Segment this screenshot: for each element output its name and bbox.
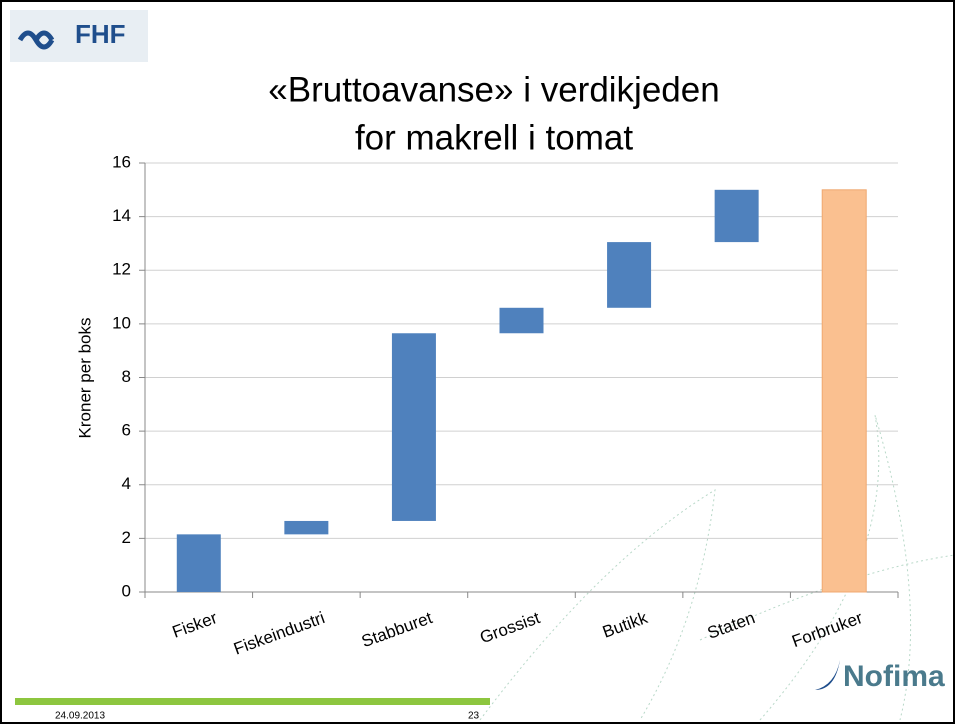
logo-waves [17,30,55,50]
fhf-logo: FHF [10,10,148,62]
footer-bar [15,698,490,705]
y-tick-label: 14 [112,206,131,225]
nofima-logo: Nofima [843,660,945,693]
bar [176,534,221,592]
bar [499,307,544,334]
logo-text: FHF [75,19,126,49]
y-tick-label: 8 [122,367,131,386]
bar [714,189,759,243]
y-tick-label: 0 [122,581,131,600]
footer-page: 23 [468,711,480,722]
y-tick-label: 2 [122,528,131,547]
chart-title: «Bruttoavanse» i verdikjeden [268,70,719,109]
decor-curve [699,554,955,641]
decor [479,414,955,721]
bar [607,242,652,308]
decor-curve [759,414,912,721]
y-tick-label: 12 [112,260,131,279]
footer-date: 24.09.2013 [55,711,105,722]
nofima-mark [815,660,840,690]
y-tick-label: 4 [122,474,131,493]
y-axis-label: Kroner per boks [75,318,94,439]
bar [821,189,867,593]
bar [391,333,436,521]
y-tick-label: 16 [112,152,131,171]
chart-title: for makrell i tomat [355,118,633,157]
y-tick-label: 10 [112,313,131,332]
bar [284,520,329,535]
y-tick-label: 6 [122,421,131,440]
